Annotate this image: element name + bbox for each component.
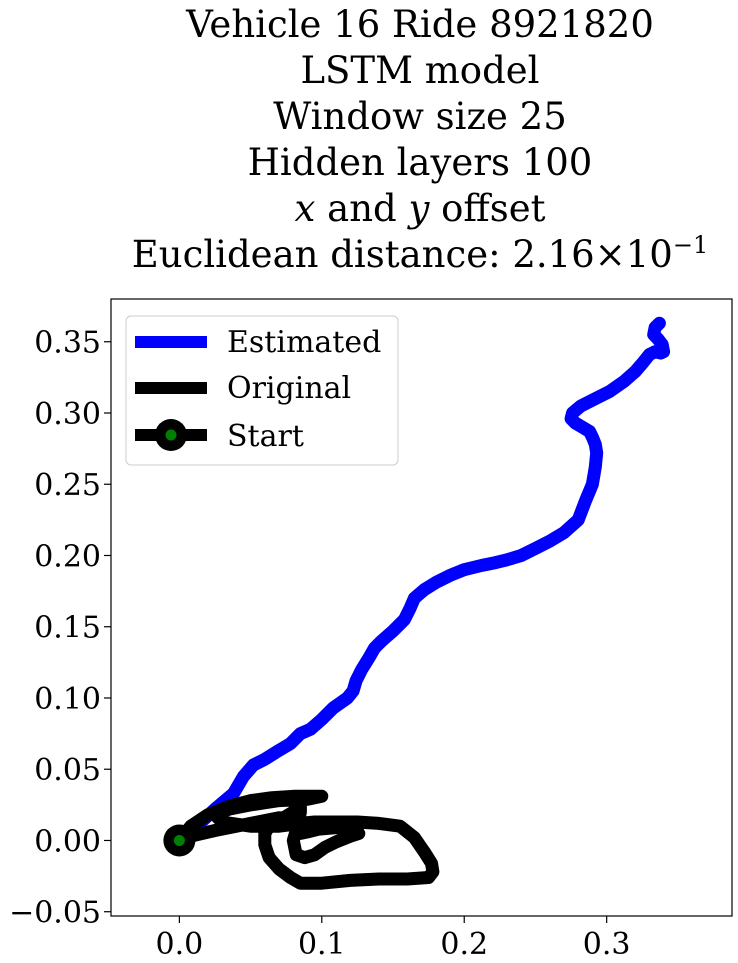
series-layer	[163, 316, 671, 890]
title-distance-times: ×10	[594, 233, 673, 276]
legend: Estimated Original Start	[125, 315, 399, 466]
plot-frame	[110, 298, 733, 917]
y-tick-label: 0.30	[34, 397, 101, 432]
title-line-hidden: Hidden layers 100	[247, 141, 593, 184]
y-tick-label: 0.20	[34, 539, 101, 574]
title-distance-mantissa: 2.16	[512, 233, 595, 276]
series-line-original	[172, 789, 440, 890]
legend-box	[125, 315, 399, 466]
title-line-distance: Euclidean distance: 2.16×10−1	[50, 231, 738, 282]
y-tick-label: 0.10	[34, 682, 101, 717]
y-tick-label: −0.05	[9, 896, 101, 931]
y-tick-label: 0.05	[34, 753, 101, 788]
title-and-word: and	[327, 187, 397, 230]
start-marker-inner	[173, 834, 185, 846]
x-axis: 0.0 0.1 0.2 0.3	[156, 916, 631, 962]
title-line-vehicle: Vehicle 16 Ride 8921820	[186, 3, 654, 46]
x-tick-label: 0.2	[440, 927, 488, 962]
title-distance-exponent: −1	[672, 231, 709, 259]
title-x-symbol: x	[294, 187, 316, 230]
y-tick-label: 0.15	[34, 611, 101, 646]
y-tick-label: 0.35	[34, 326, 101, 361]
title-line-window: Window size 25	[273, 95, 567, 138]
title-line-model: LSTM model	[300, 49, 540, 92]
title-distance-prefix: Euclidean distance:	[131, 233, 513, 276]
series-line-estimated	[172, 316, 671, 847]
y-tick-label: 0.00	[34, 824, 101, 859]
legend-start-marker-inner	[165, 429, 177, 441]
title-y-symbol: y	[408, 187, 430, 230]
x-tick-label: 0.0	[156, 927, 204, 962]
y-tick-label: 0.25	[34, 468, 101, 503]
legend-start-label: Start	[227, 419, 304, 454]
y-axis: −0.05 0.00 0.05 0.10 0.15 0.20 0.25 0.30 0.35	[9, 326, 111, 931]
legend-estimated-label: Estimated	[227, 325, 381, 360]
chart-title: Vehicle 16 Ride 8921820 LSTM model Windo…	[50, 2, 738, 282]
title-line-offset: x and y offset	[50, 186, 738, 232]
legend-original-label: Original	[227, 371, 351, 406]
x-tick-label: 0.3	[583, 927, 631, 962]
x-tick-label: 0.1	[298, 927, 346, 962]
title-offset-word: offset	[441, 187, 546, 230]
